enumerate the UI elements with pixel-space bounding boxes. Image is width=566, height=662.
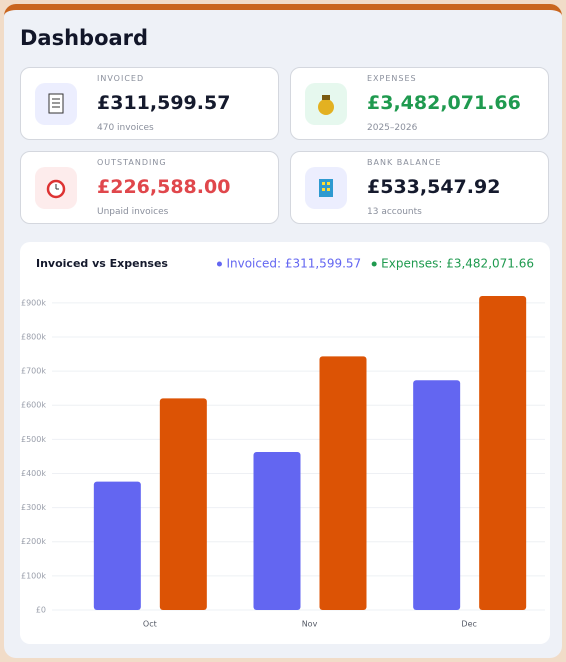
card-value: £311,599.57 bbox=[97, 92, 231, 114]
legend-label: Expenses: £3,482,071.66 bbox=[381, 257, 534, 271]
bar bbox=[159, 398, 207, 610]
bar bbox=[479, 296, 527, 610]
bar bbox=[413, 380, 461, 610]
chart-card: Invoiced vs Expenses Expenses: £3,482,07… bbox=[20, 242, 550, 644]
x-tick-label: Dec bbox=[461, 620, 476, 629]
icon bbox=[35, 167, 77, 209]
icon bbox=[305, 167, 347, 209]
card-value: £3,482,071.66 bbox=[367, 92, 521, 114]
y-tick-label: £700k bbox=[21, 367, 46, 376]
card-label: BANK BALANCE bbox=[367, 158, 442, 167]
card-label: OUTSTANDING bbox=[97, 158, 167, 167]
y-tick-label: £900k bbox=[21, 298, 46, 307]
x-tick-label: Nov bbox=[302, 620, 318, 629]
y-tick-label: £200k bbox=[21, 537, 46, 546]
card-label: INVOICED bbox=[97, 74, 145, 83]
bar bbox=[93, 481, 141, 610]
dashboard-frame: Dashboard INVOICED £311,599.57 470 invoi… bbox=[4, 4, 562, 658]
y-tick-label: £0 bbox=[36, 606, 46, 615]
card[interactable]: EXPENSES £3,482,071.66 2025–2026 bbox=[290, 67, 549, 140]
icon bbox=[305, 83, 347, 125]
page-title: Dashboard bbox=[20, 26, 149, 50]
x-tick-label: Oct bbox=[143, 620, 157, 629]
card-sub: 470 invoices bbox=[97, 123, 154, 133]
legend-dot bbox=[371, 261, 377, 267]
card-value: £533,547.92 bbox=[367, 176, 501, 198]
card[interactable]: OUTSTANDING £226,588.00 Unpaid invoices bbox=[20, 151, 279, 224]
y-tick-label: £100k bbox=[21, 571, 46, 580]
icon bbox=[35, 83, 77, 125]
card-sub: Unpaid invoices bbox=[97, 207, 169, 217]
chart: Invoiced vs Expenses Expenses: £3,482,07… bbox=[21, 257, 545, 629]
chart-title: Invoiced vs Expenses bbox=[36, 257, 168, 270]
card-label: EXPENSES bbox=[367, 74, 417, 83]
legend-label: Invoiced: £311,599.57 bbox=[226, 257, 361, 271]
card-value: £226,588.00 bbox=[97, 176, 231, 198]
card-sub: 13 accounts bbox=[367, 207, 422, 217]
card-sub: 2025–2026 bbox=[367, 123, 418, 133]
legend-dot bbox=[216, 261, 222, 267]
card[interactable]: BANK BALANCE £533,547.92 13 accounts bbox=[290, 151, 549, 224]
y-tick-label: £400k bbox=[21, 469, 46, 478]
y-tick-label: £500k bbox=[21, 435, 46, 444]
y-tick-label: £800k bbox=[21, 332, 46, 341]
y-tick-label: £600k bbox=[21, 401, 46, 410]
card[interactable]: INVOICED £311,599.57 470 invoices bbox=[20, 67, 279, 140]
y-tick-label: £300k bbox=[21, 503, 46, 512]
bar bbox=[253, 451, 301, 610]
bar bbox=[319, 356, 367, 610]
